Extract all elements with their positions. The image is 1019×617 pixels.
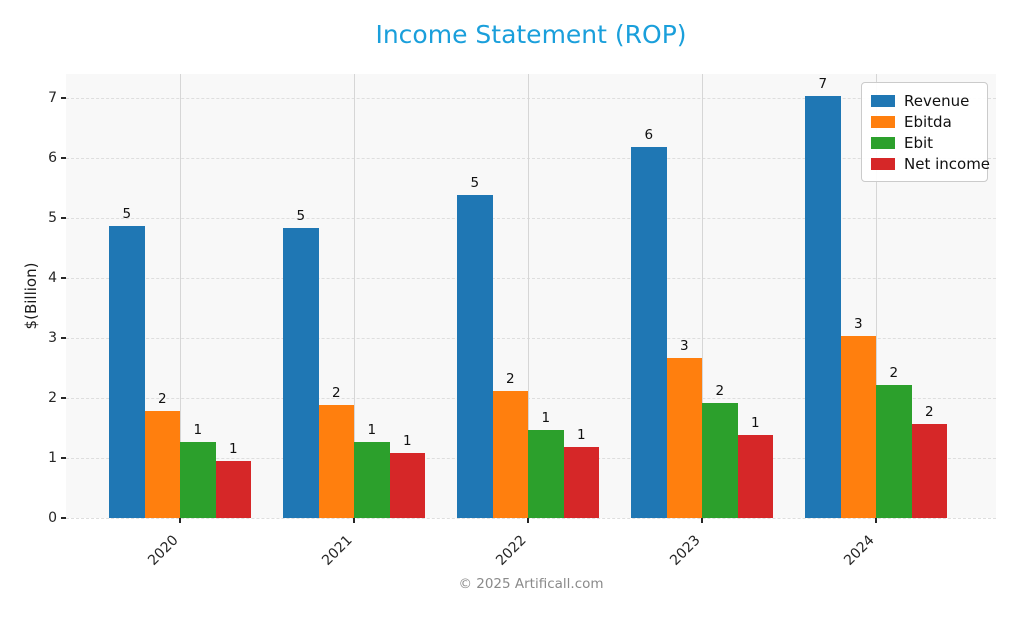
legend-swatch-icon bbox=[871, 157, 895, 170]
y-gridline bbox=[66, 218, 996, 219]
bar-revenue-2021 bbox=[283, 228, 319, 518]
y-gridline bbox=[66, 158, 996, 159]
y-tick-label: 6 bbox=[48, 150, 57, 166]
x-tick-mark bbox=[353, 518, 355, 523]
bar-ebit-2021 bbox=[354, 441, 390, 518]
y-tick-label: 7 bbox=[48, 90, 57, 106]
bar-value-label: 1 bbox=[402, 433, 412, 450]
legend-swatch-icon bbox=[871, 115, 895, 128]
y-tick-label: 2 bbox=[48, 390, 57, 406]
y-tick-label: 4 bbox=[48, 270, 57, 286]
bar-value-label: 1 bbox=[367, 421, 377, 438]
y-gridline bbox=[66, 518, 996, 519]
y-gridline bbox=[66, 398, 996, 399]
bar-net-income-2021 bbox=[389, 453, 425, 518]
x-tick-mark bbox=[527, 518, 529, 523]
legend-swatch-icon bbox=[871, 136, 895, 149]
bar-value-label: 6 bbox=[644, 126, 654, 143]
y-tick-mark bbox=[61, 97, 66, 99]
x-gridline bbox=[702, 74, 703, 518]
bar-value-label: 1 bbox=[228, 441, 238, 457]
x-gridline bbox=[876, 74, 877, 518]
bar-value-label: 7 bbox=[818, 76, 828, 93]
bar-value-label: 2 bbox=[889, 364, 899, 381]
plot-area: 0 1 2 3 4 5 6 7 2020 2021 2022 2023 2024 5 5 5 6 7 2 2 2 3 3 1 1… bbox=[48, 74, 996, 569]
bar-ebitda-2020 bbox=[144, 410, 180, 518]
y-tick-mark bbox=[61, 337, 66, 339]
bar-ebit-2022 bbox=[528, 429, 564, 518]
x-gridline bbox=[354, 74, 355, 518]
bar-net-income-2022 bbox=[563, 446, 599, 518]
y-tick-mark bbox=[61, 517, 66, 519]
bar-value-label: 3 bbox=[853, 315, 863, 332]
y-tick-label: 0 bbox=[48, 510, 57, 526]
y-gridline bbox=[66, 98, 996, 99]
bar-value-label: 2 bbox=[924, 404, 934, 421]
bar-net-income-2024 bbox=[911, 424, 947, 518]
legend-label: Ebitda bbox=[904, 112, 952, 131]
bar-ebit-2024 bbox=[876, 384, 912, 518]
legend-label: Revenue bbox=[904, 91, 970, 110]
bar-ebitda-2024 bbox=[840, 335, 876, 518]
chart-title: Income Statement (ROP) bbox=[375, 20, 687, 49]
y-tick-mark bbox=[61, 397, 66, 399]
footer-text: © 2025 Artificall.com bbox=[458, 576, 604, 592]
x-tick-mark bbox=[701, 518, 703, 523]
bar-value-label: 2 bbox=[157, 390, 167, 407]
legend: Revenue Ebitda Ebit Net income bbox=[861, 82, 990, 182]
bar-revenue-2022 bbox=[457, 195, 493, 518]
bar-value-label: 2 bbox=[715, 383, 725, 400]
legend-label: Net income bbox=[904, 154, 991, 173]
x-tick-mark bbox=[875, 518, 877, 523]
y-gridline bbox=[66, 338, 996, 339]
bar-ebit-2020 bbox=[180, 441, 216, 518]
bar-value-label: 5 bbox=[122, 206, 132, 223]
bar-value-label: 3 bbox=[679, 337, 689, 354]
bar-value-label: 2 bbox=[505, 370, 515, 387]
y-gridline bbox=[66, 278, 996, 279]
y-axis-label: $(Billion) bbox=[22, 262, 40, 330]
bar-ebitda-2023 bbox=[666, 357, 702, 518]
y-tick-mark bbox=[61, 217, 66, 219]
y-tick-mark bbox=[61, 457, 66, 459]
bar-net-income-2020 bbox=[215, 461, 251, 518]
bar-value-label: 5 bbox=[470, 175, 480, 192]
legend-item: Ebit bbox=[871, 132, 977, 153]
bar-revenue-2020 bbox=[109, 226, 145, 518]
y-tick-mark bbox=[61, 157, 66, 159]
bar-value-label: 1 bbox=[750, 415, 760, 432]
y-tick-label: 5 bbox=[48, 210, 57, 226]
legend-item: Revenue bbox=[871, 90, 977, 111]
y-tick-label: 3 bbox=[48, 330, 57, 346]
bar-value-label: 1 bbox=[193, 421, 203, 438]
legend-item: Net income bbox=[871, 153, 990, 174]
legend-label: Ebit bbox=[904, 133, 934, 152]
bar-value-label: 2 bbox=[331, 384, 341, 401]
x-tick-mark bbox=[179, 518, 181, 523]
y-tick-mark bbox=[61, 277, 66, 279]
bar-ebitda-2022 bbox=[492, 390, 528, 518]
bar-value-label: 1 bbox=[576, 426, 586, 443]
bar-value-label: 1 bbox=[541, 409, 551, 426]
bar-net-income-2023 bbox=[737, 435, 773, 518]
legend-item: Ebitda bbox=[871, 111, 977, 132]
legend-swatch-icon bbox=[871, 94, 895, 107]
x-gridline bbox=[528, 74, 529, 518]
bar-value-label: 5 bbox=[296, 208, 306, 225]
y-tick-label: 1 bbox=[48, 450, 57, 466]
bar-ebitda-2021 bbox=[318, 404, 354, 518]
bar-revenue-2023 bbox=[631, 146, 667, 518]
x-gridline bbox=[180, 74, 181, 518]
bar-revenue-2024 bbox=[805, 96, 841, 518]
bar-ebit-2023 bbox=[702, 403, 738, 518]
